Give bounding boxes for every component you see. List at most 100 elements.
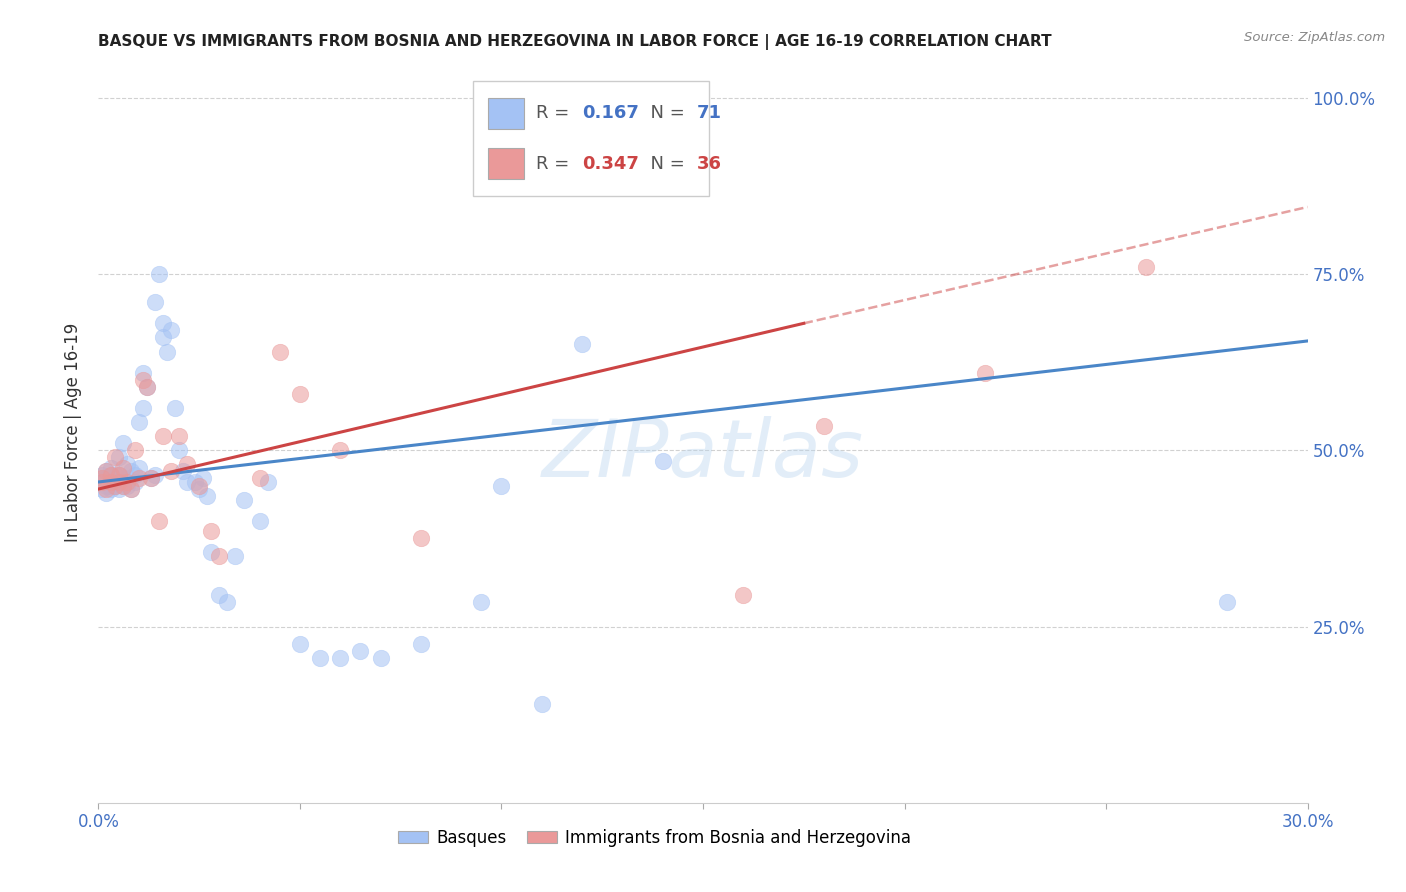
Point	[184, 475, 207, 489]
Point	[172, 464, 194, 478]
Point	[135, 380, 157, 394]
Point	[217, 595, 239, 609]
Point	[349, 644, 371, 658]
Point	[288, 637, 311, 651]
Point	[111, 461, 134, 475]
Point	[128, 415, 150, 429]
Point	[103, 450, 125, 465]
Text: R =: R =	[536, 154, 575, 172]
Point	[124, 467, 146, 482]
Point	[188, 478, 211, 492]
Text: 71: 71	[697, 104, 721, 122]
Point	[139, 471, 162, 485]
Point	[111, 478, 134, 492]
Point	[107, 475, 129, 489]
Text: Source: ZipAtlas.com: Source: ZipAtlas.com	[1244, 31, 1385, 45]
Point	[309, 651, 332, 665]
Point	[651, 454, 673, 468]
Point	[111, 436, 134, 450]
Point	[103, 467, 125, 482]
Point	[132, 401, 155, 415]
Point	[167, 429, 190, 443]
Point	[100, 482, 122, 496]
Point	[135, 380, 157, 394]
Point	[91, 475, 114, 489]
Point	[107, 450, 129, 465]
Point	[100, 461, 122, 475]
Point	[96, 464, 118, 478]
Point	[115, 458, 138, 472]
Point	[128, 461, 150, 475]
Point	[1135, 260, 1157, 274]
Point	[249, 471, 271, 485]
Point	[200, 545, 222, 559]
Point	[120, 482, 142, 496]
Text: 36: 36	[697, 154, 721, 172]
Point	[111, 478, 134, 492]
Point	[530, 697, 553, 711]
Point	[224, 549, 246, 563]
Text: N =: N =	[638, 154, 690, 172]
Point	[96, 464, 118, 478]
Point	[160, 464, 183, 478]
Point	[96, 478, 118, 492]
Text: BASQUE VS IMMIGRANTS FROM BOSNIA AND HERZEGOVINA IN LABOR FORCE | AGE 16-19 CORR: BASQUE VS IMMIGRANTS FROM BOSNIA AND HER…	[98, 34, 1052, 50]
Text: 0.347: 0.347	[582, 154, 638, 172]
Point	[139, 471, 162, 485]
Point	[176, 475, 198, 489]
Point	[733, 588, 755, 602]
Point	[176, 458, 198, 472]
Point	[232, 492, 254, 507]
Point	[120, 464, 142, 478]
Point	[208, 549, 231, 563]
Point	[96, 485, 118, 500]
Point	[269, 344, 291, 359]
Point	[148, 267, 170, 281]
Point	[974, 366, 997, 380]
FancyBboxPatch shape	[474, 81, 709, 195]
Point	[103, 478, 125, 492]
Point	[571, 337, 593, 351]
Point	[200, 524, 222, 539]
Point	[124, 475, 146, 489]
Point	[107, 475, 129, 489]
Point	[100, 478, 122, 492]
Point	[256, 475, 278, 489]
Point	[288, 387, 311, 401]
Point	[329, 651, 352, 665]
Point	[91, 475, 114, 489]
Point	[91, 471, 114, 485]
Point	[156, 344, 179, 359]
Point	[193, 471, 215, 485]
FancyBboxPatch shape	[488, 97, 524, 128]
Point	[813, 418, 835, 433]
Point	[107, 467, 129, 482]
Point	[370, 651, 392, 665]
Point	[91, 482, 114, 496]
Y-axis label: In Labor Force | Age 16-19: In Labor Force | Age 16-19	[65, 323, 83, 542]
Point	[160, 323, 183, 337]
Point	[96, 482, 118, 496]
Point	[128, 471, 150, 485]
FancyBboxPatch shape	[488, 148, 524, 179]
Point	[208, 588, 231, 602]
Point	[91, 471, 114, 485]
Point	[103, 475, 125, 489]
Point	[143, 467, 166, 482]
Point	[409, 637, 432, 651]
Legend: Basques, Immigrants from Bosnia and Herzegovina: Basques, Immigrants from Bosnia and Herz…	[391, 822, 918, 854]
Point	[96, 475, 118, 489]
Point	[163, 401, 186, 415]
Point	[152, 330, 174, 344]
Point	[111, 471, 134, 485]
Point	[132, 373, 155, 387]
Point	[91, 467, 114, 482]
Point	[143, 295, 166, 310]
Point	[470, 595, 492, 609]
Point	[195, 489, 218, 503]
Point	[115, 478, 138, 492]
Point	[107, 482, 129, 496]
Text: R =: R =	[536, 104, 575, 122]
Point	[124, 443, 146, 458]
Point	[120, 482, 142, 496]
